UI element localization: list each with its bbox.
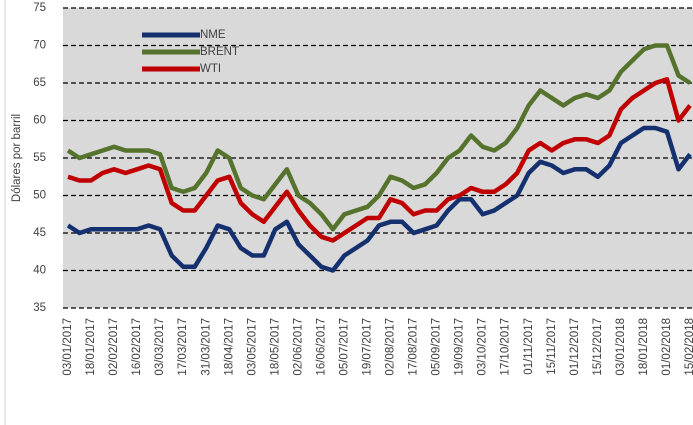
series-line [66, 43, 692, 232]
legend-label: NME [200, 29, 226, 41]
legend-label: WTI [200, 63, 221, 75]
x-tick-label: 15/11/2017 [546, 318, 558, 375]
y-tick-label: 70 [33, 40, 46, 52]
x-tick-label: 03/01/2018 [615, 318, 627, 376]
x-tick-label: 03/01/2017 [62, 318, 74, 376]
x-tick-label: 02/06/2017 [292, 318, 304, 376]
x-tick-label: 01/11/2017 [523, 318, 535, 375]
y-tick-label: 45 [33, 227, 46, 239]
x-tick-label: 17/08/2017 [408, 318, 420, 376]
x-tick-label: 15/12/2017 [592, 318, 604, 376]
x-tick-label: 19/09/2017 [454, 318, 466, 376]
y-tick-label: 55 [33, 152, 46, 164]
x-tick-label: 17/03/2017 [177, 318, 189, 376]
x-tick-label: 01/12/2017 [569, 318, 581, 376]
x-tick-label: 05/09/2017 [431, 318, 443, 376]
y-tick-label: 75 [33, 2, 46, 14]
series-line [67, 77, 692, 243]
x-tick-label: 01/02/2018 [661, 318, 673, 376]
x-tick-label: 05/07/2017 [338, 318, 350, 376]
x-tick-label: 03/10/2017 [477, 318, 489, 376]
x-tick-label: 31/03/2017 [200, 318, 212, 376]
x-tick-label: 18/01/2017 [85, 318, 97, 376]
x-tick-label: 03/03/2017 [154, 318, 166, 376]
y-tick-label: 50 [33, 190, 46, 202]
y-axis-label: Dólares por barril [11, 114, 23, 202]
x-tick-label: 16/06/2017 [315, 318, 327, 376]
legend-label: BRENT [200, 46, 239, 58]
x-tick-label: 16/02/2017 [131, 318, 143, 376]
x-tick-label: 18/04/2017 [223, 318, 235, 376]
x-tick-label: 18/05/2017 [269, 318, 281, 376]
x-tick-label: 18/01/2018 [638, 318, 650, 376]
y-tick-label: 60 [33, 115, 46, 127]
series-line [66, 125, 692, 273]
x-tick-label: 03/05/2017 [246, 318, 258, 376]
x-tick-label: 15/02/2018 [684, 318, 693, 376]
y-tick-label: 65 [33, 77, 46, 89]
y-tick-label: 40 [33, 265, 46, 277]
x-tick-label: 02/08/2017 [385, 318, 397, 376]
x-tick-label: 02/02/2017 [108, 318, 120, 376]
y-tick-label: 35 [33, 302, 46, 314]
x-tick-label: 19/07/2017 [362, 318, 374, 376]
x-tick-label: 17/10/2017 [500, 318, 512, 376]
